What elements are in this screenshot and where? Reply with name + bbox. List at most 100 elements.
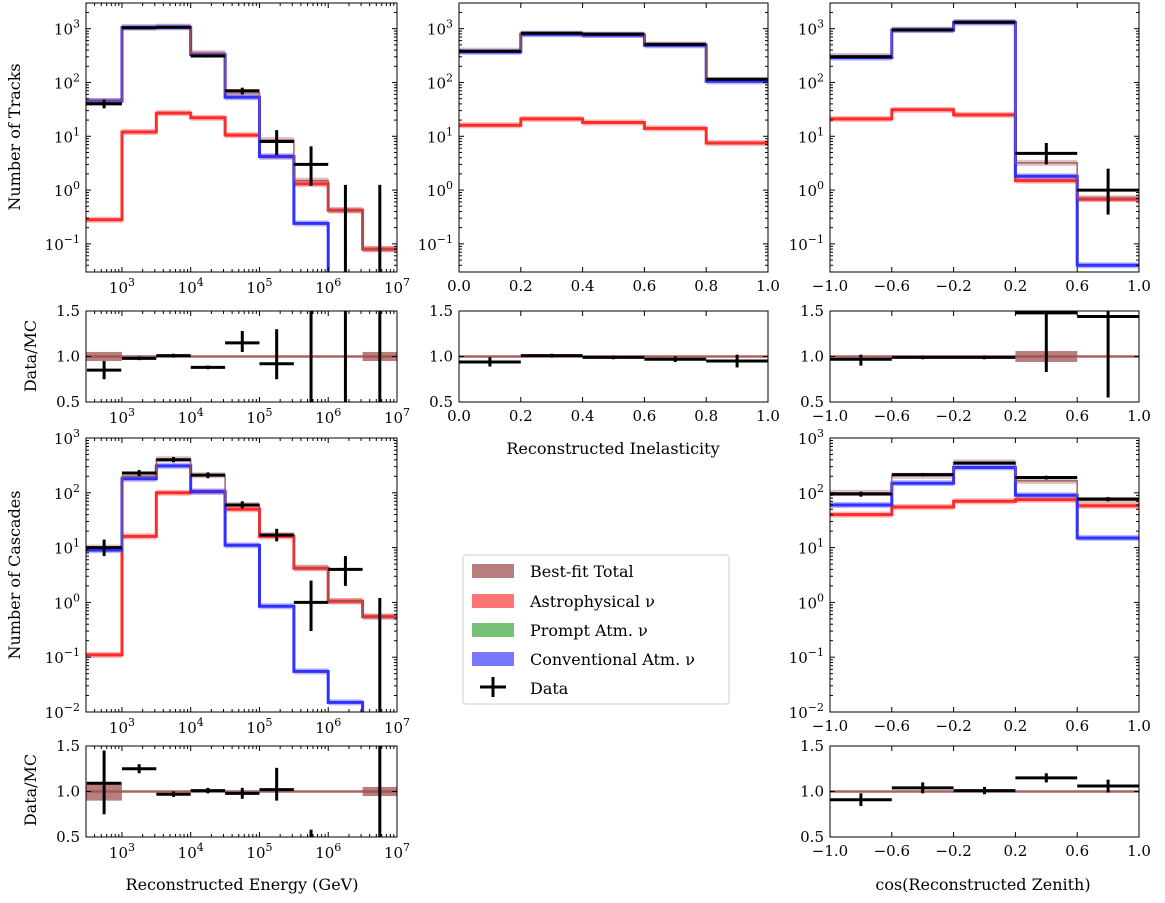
x-tick-label-tracks_inel: 0.4	[571, 277, 595, 295]
y-tick-label-tracks_zen: 10−1	[789, 233, 824, 254]
x-tick-label-tracks_energy_ratio: 106	[315, 406, 341, 427]
x-tick-label-cascades_zen_ratio: −0.6	[874, 842, 910, 860]
y-tick-label-cascades_zen: 101	[798, 537, 824, 558]
bands-cascades_energy	[86, 456, 397, 706]
y-tick-label-tracks_energy: 10−1	[45, 233, 80, 254]
y-tick-label-cascades_energy_ratio: 0.5	[56, 828, 80, 846]
y-tick-label-tracks_inel: 101	[427, 125, 453, 146]
x-tick-label-tracks_zen: 0.2	[1003, 277, 1027, 295]
cascades-ylabel: Number of Cascades	[5, 491, 24, 660]
y-tick-label-cascades_energy: 102	[54, 482, 80, 503]
y-tick-label-cascades_zen: 10−2	[789, 701, 824, 722]
y-tick-label-tracks_zen: 101	[798, 125, 824, 146]
y-tick-label-tracks_energy_ratio: 1.0	[56, 348, 80, 366]
axes-tracks_energy_ratio: 103 104 105 106 107 0.5 1.0 1.5	[56, 302, 410, 427]
points-tracks_energy_ratio	[86, 311, 382, 402]
points-tracks_zen	[830, 20, 1139, 215]
y-tick-label-tracks_energy_ratio: 1.5	[56, 302, 80, 320]
x-tick-label-cascades_zen_ratio: 0.6	[1065, 842, 1089, 860]
x-tick-label-tracks_energy_ratio: 105	[246, 406, 272, 427]
y-tick-label-cascades_energy_ratio: 1.0	[56, 783, 80, 801]
y-tick-label-tracks_inel: 100	[427, 179, 453, 200]
x-tick-label-tracks_inel_ratio: 0.4	[571, 407, 595, 425]
bands-tracks_energy	[86, 23, 397, 253]
inelasticity-xlabel: Reconstructed Inelasticity	[506, 439, 719, 458]
x-tick-label-cascades_energy_ratio: 106	[315, 841, 341, 862]
legend-swatch-astro	[472, 594, 514, 608]
x-tick-label-tracks_inel_ratio: 0.8	[694, 407, 718, 425]
total-line-tracks_zen	[830, 21, 1139, 200]
legend-frame	[462, 554, 730, 705]
legend-label-total: Best-fit Total	[530, 562, 634, 581]
x-tick-label-cascades_zen_ratio: −0.2	[935, 842, 971, 860]
points-cascades_zen_ratio	[830, 773, 1139, 807]
x-tick-label-cascades_zen_ratio: −1.0	[812, 842, 848, 860]
x-tick-label-tracks_inel: 0.2	[509, 277, 533, 295]
x-tick-label-cascades_energy: 107	[384, 716, 410, 737]
y-tick-label-tracks_zen: 103	[798, 18, 824, 39]
x-tick-label-tracks_energy: 107	[384, 276, 410, 297]
y-tick-label-tracks_energy: 103	[54, 18, 80, 39]
y-tick-label-tracks_inel_ratio: 0.5	[429, 393, 453, 411]
x-tick-label-cascades_energy: 103	[109, 716, 135, 737]
x-tick-label-cascades_zen: 0.2	[1003, 717, 1027, 735]
conv-line-tracks_energy	[86, 25, 330, 272]
conv-line-tracks_inel	[459, 32, 768, 83]
y-tick-label-tracks_energy: 102	[54, 71, 80, 92]
legend-label-astro: Astrophysical ν	[529, 592, 655, 611]
points-cascades_zen	[830, 461, 1139, 502]
x-tick-label-cascades_energy_ratio: 104	[178, 841, 204, 862]
x-tick-label-tracks_zen: −1.0	[812, 277, 848, 295]
x-tick-label-tracks_inel_ratio: 0.0	[447, 407, 471, 425]
x-tick-label-tracks_zen_ratio: 0.6	[1065, 407, 1089, 425]
y-tick-label-cascades_energy: 10−1	[45, 646, 80, 667]
x-tick-label-tracks_zen: −0.6	[874, 277, 910, 295]
data-points-layer	[86, 20, 1139, 837]
x-tick-label-cascades_zen: 1.0	[1127, 717, 1151, 735]
y-tick-label-cascades_zen: 103	[798, 427, 824, 448]
frame-tracks_zen	[829, 2, 1140, 273]
legend-swatch-prompt	[472, 623, 514, 637]
zenith-xlabel: cos(Reconstructed Zenith)	[875, 875, 1090, 894]
y-tick-label-tracks_zen_ratio: 1.0	[800, 348, 824, 366]
points-tracks_energy	[86, 25, 382, 272]
x-tick-label-tracks_energy_ratio: 107	[384, 406, 410, 427]
points-tracks_zen_ratio	[830, 311, 1139, 398]
y-tick-label-cascades_energy: 103	[54, 427, 80, 448]
bands-tracks_inel	[459, 30, 768, 146]
x-tick-label-tracks_energy: 104	[178, 276, 204, 297]
x-tick-label-cascades_zen: −1.0	[812, 717, 848, 735]
legend-label-data: Data	[530, 679, 569, 698]
x-tick-label-tracks_zen_ratio: −0.6	[874, 407, 910, 425]
x-tick-label-tracks_energy: 105	[246, 276, 272, 297]
y-tick-label-tracks_energy: 101	[54, 125, 80, 146]
x-tick-label-tracks_inel: 1.0	[756, 277, 780, 295]
axes-cascades_energy_ratio: 103 104 105 106 107 0.5 1.0 1.5	[56, 737, 410, 862]
points-cascades_energy_ratio	[86, 746, 382, 837]
y-tick-label-tracks_inel_ratio: 1.5	[429, 302, 453, 320]
y-tick-label-tracks_zen_ratio: 0.5	[800, 393, 824, 411]
x-tick-label-tracks_zen_ratio: −0.2	[935, 407, 971, 425]
x-tick-label-cascades_energy_ratio: 103	[109, 841, 135, 862]
points-tracks_inel	[459, 31, 768, 81]
x-tick-label-tracks_inel_ratio: 1.0	[756, 407, 780, 425]
x-tick-label-tracks_energy: 106	[315, 276, 341, 297]
x-tick-label-tracks_zen: 0.6	[1065, 277, 1089, 295]
x-tick-label-tracks_inel: 0.0	[447, 277, 471, 295]
y-tick-label-cascades_zen: 100	[798, 591, 824, 612]
y-tick-label-cascades_zen: 102	[798, 482, 824, 503]
x-tick-label-tracks_energy: 103	[109, 276, 135, 297]
y-tick-label-tracks_zen_ratio: 1.5	[800, 302, 824, 320]
x-tick-label-tracks_zen: −0.2	[935, 277, 971, 295]
x-tick-label-tracks_inel_ratio: 0.2	[509, 407, 533, 425]
y-tick-label-tracks_zen: 102	[798, 71, 824, 92]
conv-line-cascades_energy	[86, 464, 365, 712]
y-tick-label-cascades_zen_ratio: 0.5	[800, 828, 824, 846]
frame-cascades_energy	[85, 437, 398, 713]
astro-line-cascades_energy	[86, 490, 397, 657]
legend: Best-fit Total Astrophysical ν Prompt At…	[462, 554, 730, 705]
y-tick-label-tracks_energy: 100	[54, 179, 80, 200]
x-tick-label-tracks_inel: 0.6	[632, 277, 656, 295]
x-tick-label-tracks_zen_ratio: 1.0	[1127, 407, 1151, 425]
